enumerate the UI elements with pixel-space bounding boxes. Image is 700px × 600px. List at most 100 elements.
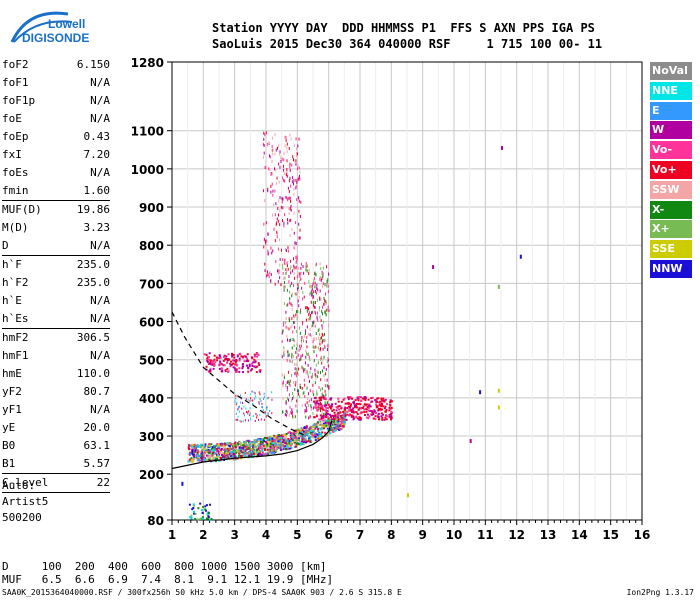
echo-point bbox=[301, 438, 304, 441]
echo-point bbox=[294, 430, 297, 433]
echo-point bbox=[249, 412, 251, 415]
echo-point bbox=[254, 419, 256, 422]
echo-point bbox=[350, 411, 353, 414]
echo-point bbox=[329, 418, 332, 421]
echo-point bbox=[242, 451, 245, 454]
echo-point bbox=[304, 403, 306, 407]
echo-point bbox=[294, 276, 296, 280]
echo-point bbox=[280, 205, 282, 209]
legend-item-ssw: SSW bbox=[650, 180, 692, 199]
echo-point bbox=[251, 390, 253, 393]
muf-distance-row: D 100 200 400 600 800 1000 1500 3000 [km… bbox=[2, 560, 327, 573]
echo-point bbox=[301, 365, 303, 369]
echo-point bbox=[208, 456, 211, 459]
echo-point bbox=[313, 337, 315, 341]
echo-point bbox=[223, 452, 226, 455]
echo-point bbox=[303, 432, 306, 435]
echo-point bbox=[352, 410, 355, 413]
echo-point bbox=[306, 345, 308, 349]
echo-point bbox=[285, 271, 287, 275]
y-tick-label: 600 bbox=[139, 316, 164, 330]
echo-point bbox=[296, 259, 298, 263]
echo-point bbox=[343, 397, 346, 400]
param-name: foF1 bbox=[2, 76, 29, 89]
echo-point bbox=[247, 447, 250, 450]
echo-point bbox=[293, 439, 296, 442]
echo-point bbox=[284, 413, 286, 417]
echo-point bbox=[268, 167, 270, 171]
echo-point bbox=[274, 438, 277, 441]
echo-point bbox=[224, 452, 227, 455]
echo-point bbox=[328, 419, 331, 422]
echo-point bbox=[210, 363, 213, 366]
echo-point bbox=[306, 269, 308, 273]
echo-point bbox=[276, 448, 279, 451]
echo-point bbox=[297, 372, 299, 376]
echo-point bbox=[295, 255, 297, 259]
echo-point bbox=[319, 275, 321, 279]
echo-point bbox=[252, 403, 254, 406]
echo-point bbox=[347, 402, 350, 405]
echo-point bbox=[283, 447, 286, 450]
echo-point bbox=[276, 176, 278, 180]
echo-point bbox=[312, 424, 315, 427]
echo-point bbox=[333, 426, 336, 429]
param-value: 22 bbox=[96, 476, 110, 489]
echo-point bbox=[388, 413, 391, 416]
echo-point bbox=[326, 427, 329, 430]
echo-point bbox=[320, 336, 322, 340]
echo-point bbox=[324, 283, 326, 287]
echo-point bbox=[263, 237, 265, 241]
echo-point bbox=[328, 272, 330, 276]
echo-point bbox=[226, 370, 229, 373]
echo-point bbox=[372, 412, 375, 415]
echo-point bbox=[309, 292, 311, 296]
echo-point bbox=[286, 269, 288, 273]
echo-point bbox=[299, 331, 301, 335]
echo-point bbox=[220, 448, 223, 451]
echo-point bbox=[315, 415, 318, 418]
echo-point bbox=[208, 352, 211, 355]
echo-point bbox=[282, 446, 285, 449]
echo-point bbox=[281, 440, 284, 443]
echo-point bbox=[325, 393, 327, 397]
echo-point bbox=[285, 172, 287, 176]
echo-point bbox=[210, 452, 213, 455]
echo-point bbox=[337, 418, 340, 421]
echo-point bbox=[265, 452, 268, 455]
echo-point bbox=[277, 280, 279, 284]
echo-point bbox=[269, 409, 271, 412]
echo-point bbox=[258, 447, 261, 450]
echo-point bbox=[249, 445, 252, 448]
echo-point bbox=[297, 389, 299, 393]
echo-point bbox=[256, 365, 259, 368]
echo-point bbox=[266, 270, 268, 274]
echo-point bbox=[303, 427, 306, 430]
echo-point bbox=[281, 219, 283, 223]
echo-point bbox=[326, 384, 328, 388]
echo-point bbox=[244, 391, 246, 394]
param-name: yF2 bbox=[2, 385, 22, 398]
echo-point bbox=[232, 362, 235, 365]
echo-point bbox=[262, 142, 264, 146]
echo-point bbox=[309, 438, 312, 441]
echo-point bbox=[321, 332, 323, 336]
echo-point bbox=[253, 391, 255, 394]
echo-point bbox=[288, 430, 291, 433]
echo-point bbox=[254, 360, 257, 363]
echo-point bbox=[285, 249, 287, 253]
param-value: 0.43 bbox=[83, 130, 111, 143]
echo-point bbox=[239, 405, 241, 408]
echo-point bbox=[211, 448, 214, 451]
echo-point bbox=[236, 445, 239, 448]
echo-point bbox=[268, 441, 271, 444]
echo-point bbox=[322, 416, 325, 419]
echo-point bbox=[317, 429, 320, 432]
echo-point bbox=[293, 433, 296, 436]
echo-point bbox=[201, 452, 204, 455]
echo-point bbox=[239, 394, 241, 397]
echo-point bbox=[293, 193, 295, 197]
echo-point bbox=[241, 448, 244, 451]
echo-point bbox=[247, 451, 250, 454]
echo-point bbox=[314, 406, 317, 409]
